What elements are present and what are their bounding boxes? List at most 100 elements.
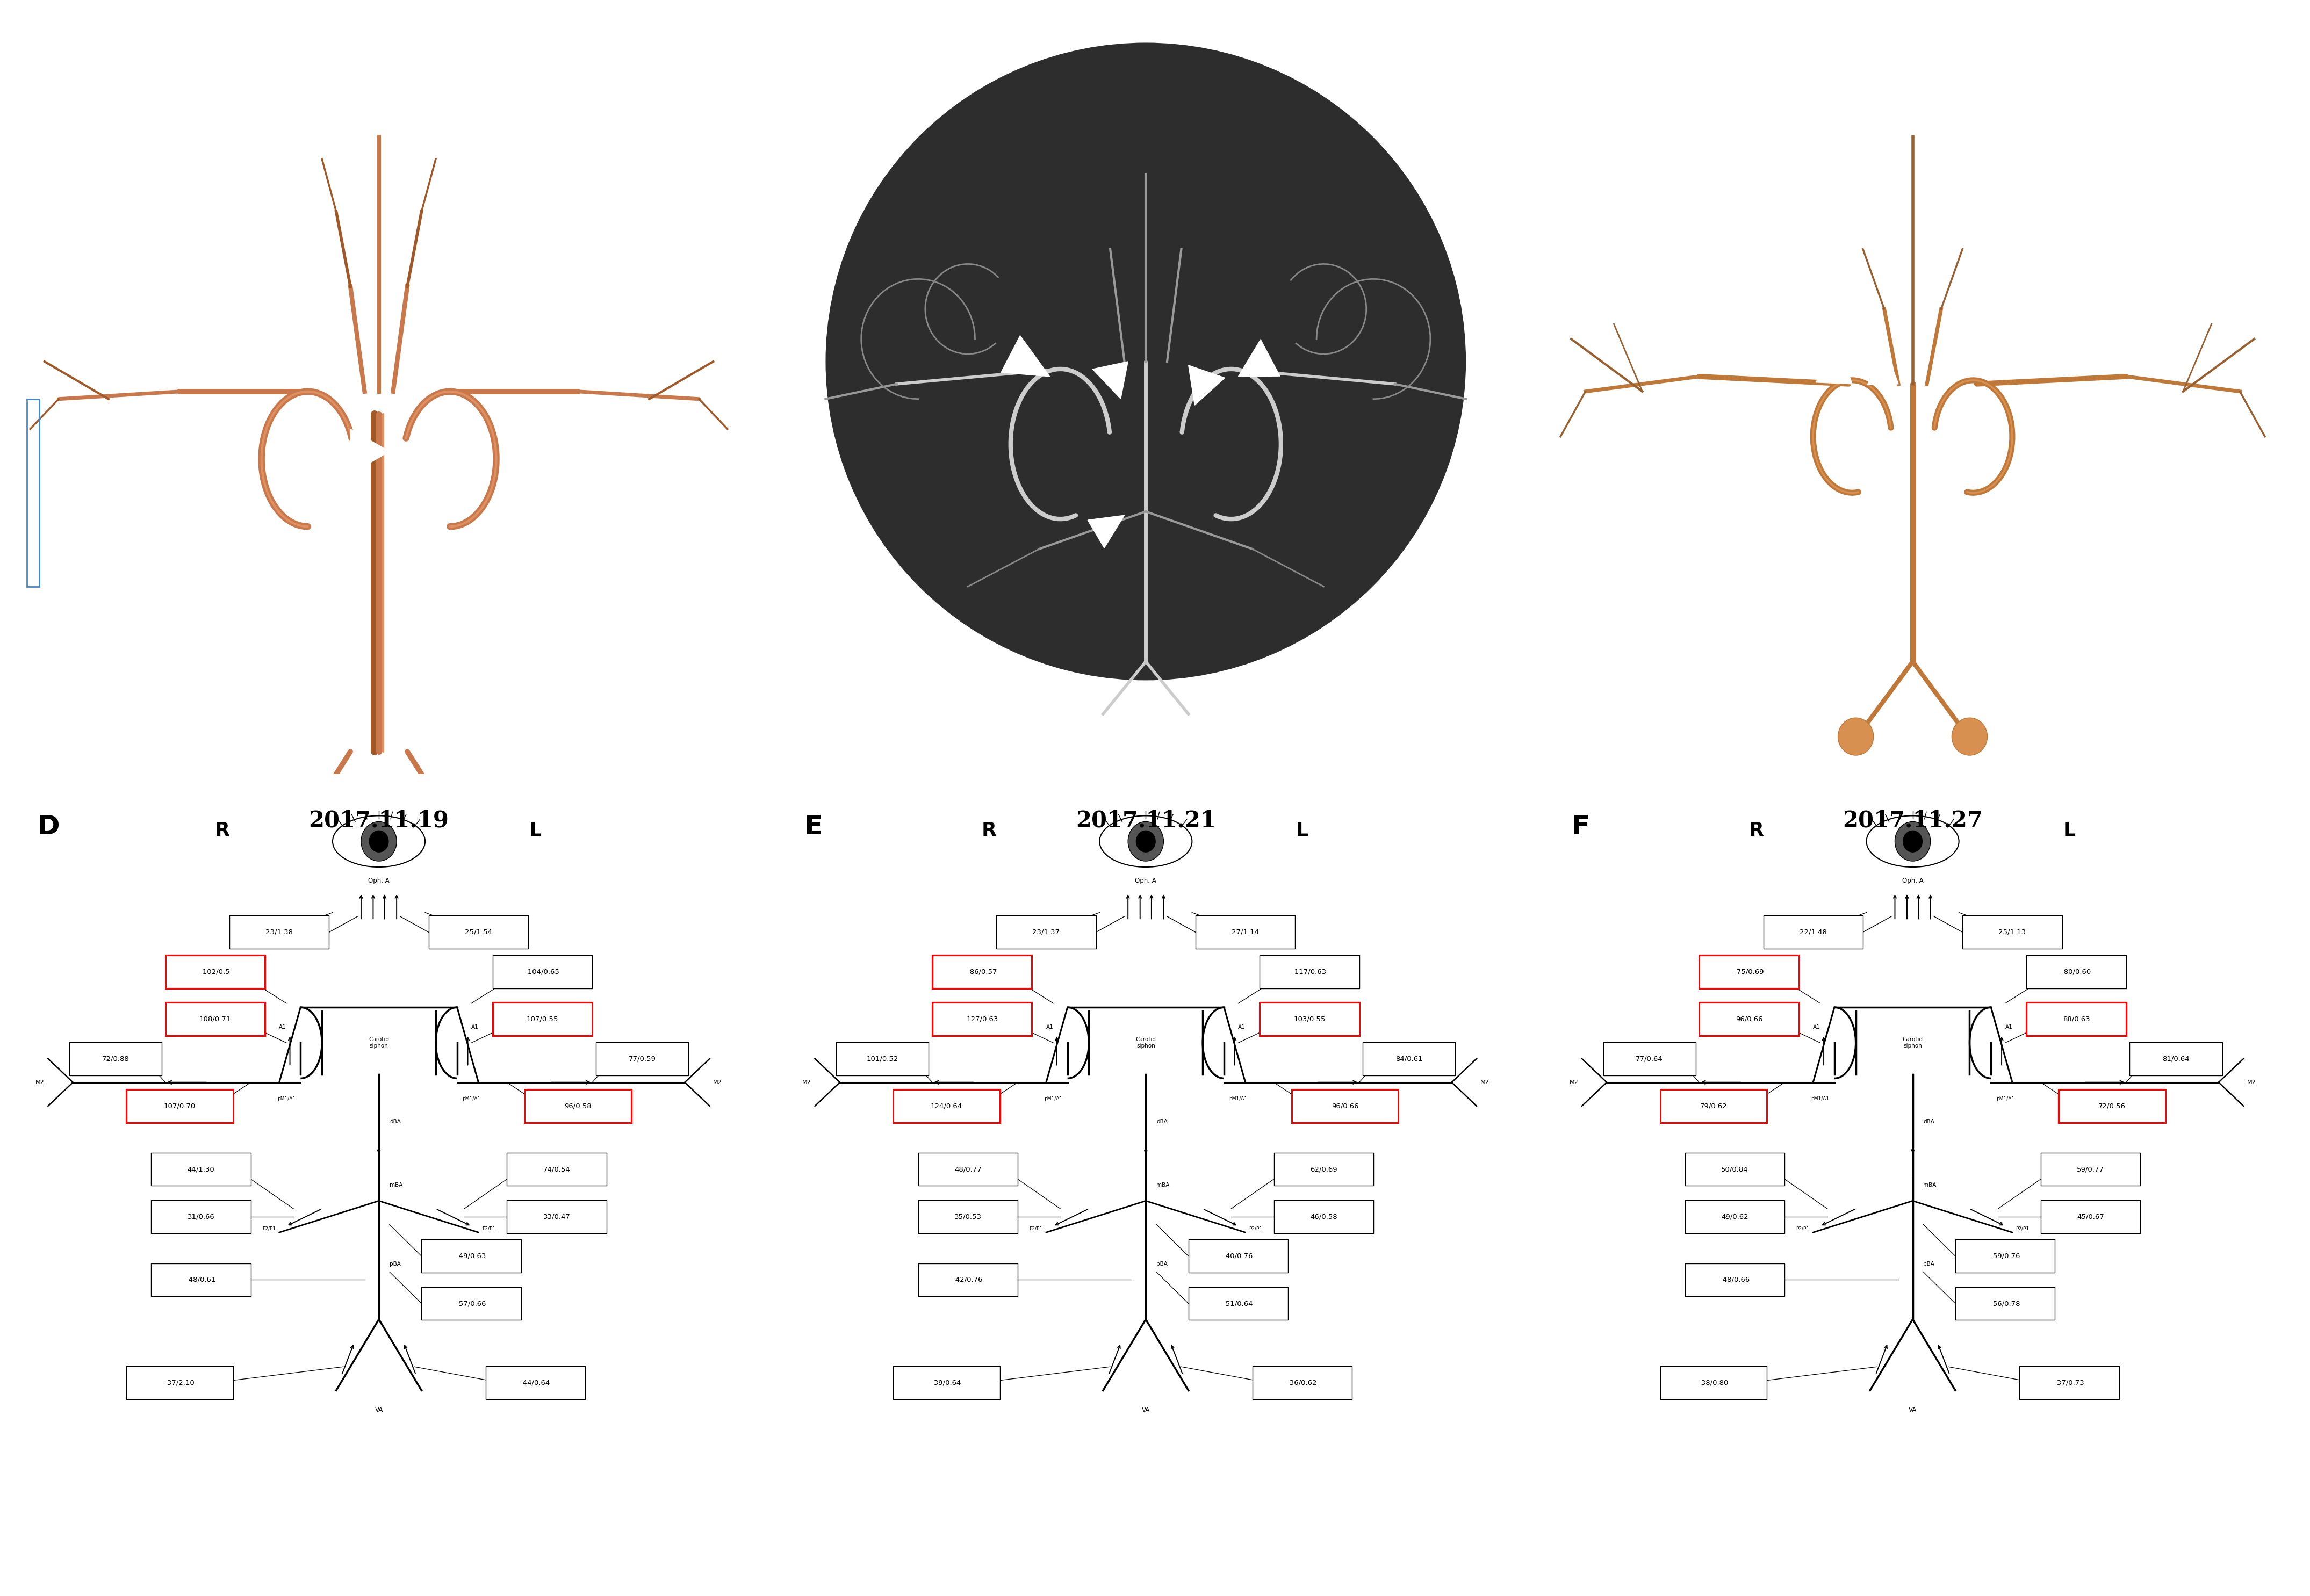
Polygon shape — [1238, 340, 1280, 377]
Text: -57/0.66: -57/0.66 — [457, 1301, 485, 1307]
Text: 88/0.63: 88/0.63 — [2063, 1015, 2091, 1023]
Text: -39/0.64: -39/0.64 — [931, 1379, 961, 1385]
FancyBboxPatch shape — [1684, 1264, 1786, 1296]
FancyBboxPatch shape — [492, 1002, 591, 1036]
Text: 72/0.88: 72/0.88 — [102, 1055, 129, 1061]
FancyBboxPatch shape — [506, 1152, 608, 1186]
Text: 25/1.13: 25/1.13 — [1998, 929, 2026, 935]
Text: dBA: dBA — [390, 1119, 400, 1125]
Text: L: L — [62, 749, 65, 753]
Text: L: L — [1296, 822, 1307, 839]
Text: mM1: mM1 — [215, 1096, 229, 1101]
Text: VA: VA — [374, 1406, 383, 1412]
FancyBboxPatch shape — [1700, 1002, 1799, 1036]
Text: dM1: dM1 — [2148, 1096, 2160, 1101]
Text: P2/P1: P2/P1 — [1795, 1226, 1809, 1231]
FancyBboxPatch shape — [485, 1366, 584, 1400]
Text: Oph. A: Oph. A — [1901, 878, 1924, 884]
Text: mM1: mM1 — [529, 1096, 543, 1101]
Text: M2: M2 — [802, 1079, 811, 1085]
Polygon shape — [1866, 471, 1899, 503]
FancyBboxPatch shape — [1603, 1042, 1696, 1076]
Text: P2/P1: P2/P1 — [1250, 1226, 1264, 1231]
Text: 77/0.59: 77/0.59 — [628, 1055, 656, 1061]
FancyBboxPatch shape — [1259, 954, 1358, 988]
Text: VA: VA — [1141, 1406, 1150, 1412]
Text: 107/0.55: 107/0.55 — [527, 1015, 559, 1023]
Polygon shape — [1000, 335, 1049, 377]
Text: -102/0.5: -102/0.5 — [201, 969, 231, 975]
Text: A1: A1 — [1238, 1025, 1245, 1029]
Text: 23/1.37: 23/1.37 — [1033, 929, 1060, 935]
Text: 22/1.48: 22/1.48 — [1799, 929, 1827, 935]
Text: mM1: mM1 — [1749, 1096, 1763, 1101]
FancyBboxPatch shape — [1273, 1152, 1374, 1186]
Circle shape — [1894, 822, 1931, 862]
Text: A1: A1 — [1813, 1025, 1820, 1029]
Text: Carotid
siphon: Carotid siphon — [1903, 1037, 1922, 1049]
Text: P2/P1: P2/P1 — [2017, 1226, 2030, 1231]
FancyBboxPatch shape — [1684, 1152, 1786, 1186]
FancyBboxPatch shape — [1273, 1200, 1374, 1234]
FancyBboxPatch shape — [917, 1264, 1019, 1296]
FancyBboxPatch shape — [430, 916, 529, 948]
Circle shape — [370, 830, 388, 852]
Text: R: R — [215, 822, 229, 839]
Text: -104/0.65: -104/0.65 — [524, 969, 559, 975]
Text: 103/0.55: 103/0.55 — [1294, 1015, 1326, 1023]
Text: -49/0.63: -49/0.63 — [457, 1253, 485, 1259]
Text: 31/0.66: 31/0.66 — [187, 1213, 215, 1219]
Text: pBA: pBA — [1157, 1261, 1167, 1267]
Text: dM1: dM1 — [899, 1096, 910, 1101]
FancyBboxPatch shape — [69, 1042, 162, 1076]
Text: 72/0.56: 72/0.56 — [2097, 1103, 2125, 1109]
Polygon shape — [1088, 516, 1125, 547]
Text: 2017.11.21: 2017.11.21 — [1076, 809, 1215, 832]
Text: dM1: dM1 — [1666, 1096, 1677, 1101]
FancyBboxPatch shape — [996, 916, 1095, 948]
FancyBboxPatch shape — [2130, 1042, 2222, 1076]
FancyBboxPatch shape — [1291, 1090, 1398, 1122]
FancyBboxPatch shape — [1684, 1200, 1786, 1234]
FancyBboxPatch shape — [2026, 954, 2125, 988]
Text: 81/0.64: 81/0.64 — [2162, 1055, 2190, 1061]
Text: mBA: mBA — [390, 1183, 402, 1187]
Polygon shape — [1093, 361, 1127, 399]
Text: 74/0.54: 74/0.54 — [543, 1165, 571, 1173]
FancyBboxPatch shape — [166, 954, 266, 988]
FancyBboxPatch shape — [1363, 1042, 1455, 1076]
Text: mM1: mM1 — [1296, 1096, 1310, 1101]
FancyBboxPatch shape — [420, 1240, 522, 1272]
Text: -37/0.73: -37/0.73 — [2054, 1379, 2084, 1385]
FancyBboxPatch shape — [127, 1090, 233, 1122]
FancyBboxPatch shape — [492, 954, 591, 988]
Text: pBA: pBA — [390, 1261, 400, 1267]
Text: 46/0.58: 46/0.58 — [1310, 1213, 1337, 1219]
Polygon shape — [351, 429, 390, 474]
Text: 101/0.52: 101/0.52 — [866, 1055, 899, 1061]
Text: 33/0.47: 33/0.47 — [543, 1213, 571, 1219]
FancyBboxPatch shape — [166, 1002, 266, 1036]
Text: L: L — [2063, 822, 2074, 839]
FancyBboxPatch shape — [933, 1002, 1033, 1036]
FancyBboxPatch shape — [1187, 1240, 1289, 1272]
FancyBboxPatch shape — [1252, 1366, 1351, 1400]
Text: 48/0.77: 48/0.77 — [954, 1165, 982, 1173]
Text: 2017.11.27: 2017.11.27 — [1843, 809, 1982, 832]
FancyBboxPatch shape — [2040, 1200, 2141, 1234]
Text: 27/1.14: 27/1.14 — [1231, 929, 1259, 935]
Text: -59/0.76: -59/0.76 — [1991, 1253, 2019, 1259]
Text: -56/0.78: -56/0.78 — [1991, 1301, 2019, 1307]
FancyBboxPatch shape — [506, 1200, 608, 1234]
Bar — [30, 721, 81, 760]
Text: -44/0.64: -44/0.64 — [520, 1379, 550, 1385]
Text: 49/0.62: 49/0.62 — [1721, 1213, 1749, 1219]
FancyBboxPatch shape — [1700, 954, 1799, 988]
Text: A: A — [1568, 736, 1571, 739]
FancyBboxPatch shape — [2026, 1002, 2125, 1036]
Text: A: A — [39, 739, 42, 744]
Text: P2/P1: P2/P1 — [483, 1226, 497, 1231]
Text: mM1: mM1 — [2063, 1096, 2077, 1101]
Text: -37/2.10: -37/2.10 — [164, 1379, 194, 1385]
Text: P2/P1: P2/P1 — [261, 1226, 275, 1231]
